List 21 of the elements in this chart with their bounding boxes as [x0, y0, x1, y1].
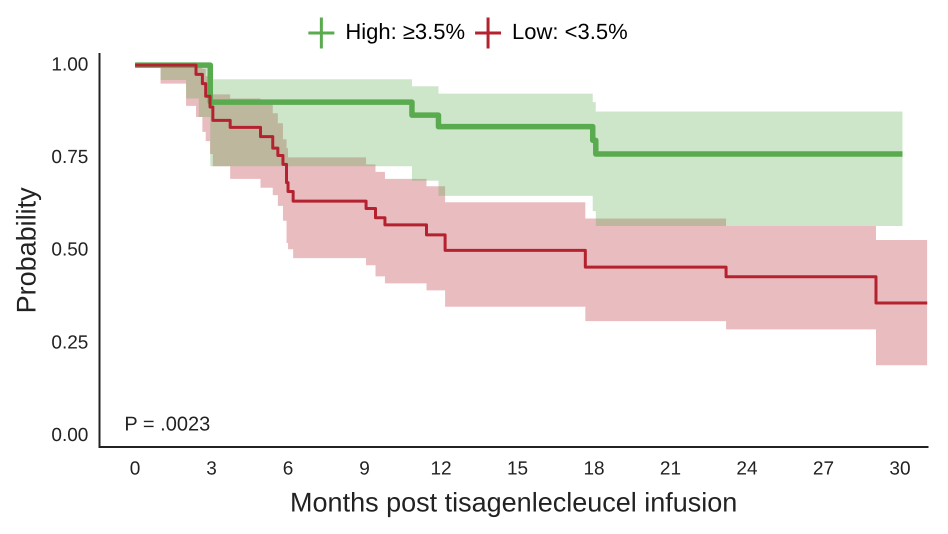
x-tick-label: 0	[130, 458, 140, 480]
x-tick-label: 9	[359, 458, 370, 480]
legend-label: Low: <3.5%	[512, 19, 628, 44]
x-tick-label: 27	[812, 458, 834, 480]
x-tick-label: 15	[506, 458, 528, 480]
y-tick-label: 1.00	[51, 54, 88, 76]
x-tick-label: 24	[736, 458, 758, 480]
x-tick-label: 6	[282, 458, 294, 480]
x-tick-label: 21	[660, 458, 682, 480]
legend-label: High: ≥3.5%	[345, 19, 466, 44]
x-tick-label: 30	[889, 458, 911, 480]
x-tick-label: 12	[430, 458, 452, 480]
x-axis-title: Months post tisagenlecleucel infusion	[290, 487, 738, 518]
y-axis-title: Probability	[12, 186, 42, 314]
y-tick-label: 0.00	[51, 424, 88, 446]
y-tick-label: 0.50	[51, 240, 88, 261]
y-tick-label: 0.25	[51, 332, 88, 354]
x-tick-label: 3	[206, 458, 217, 480]
x-tick-label: 18	[583, 458, 605, 480]
y-tick-label: 0.75	[51, 146, 88, 168]
annotation: P = .0023	[124, 413, 210, 436]
